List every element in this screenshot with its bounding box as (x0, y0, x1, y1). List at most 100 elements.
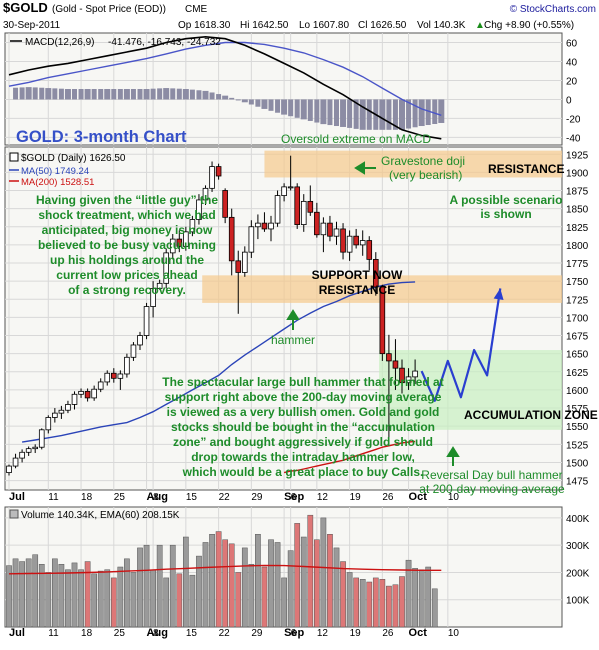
macd-histogram-bar (418, 99, 425, 127)
x-tick-label: Sep (284, 491, 304, 503)
x-tick-label: 19 (350, 628, 362, 639)
resistance-band (264, 150, 562, 178)
volume-bar (346, 572, 353, 628)
volume-bar (431, 588, 438, 628)
volume-bar (386, 585, 392, 628)
price-y-tick: 1600 (566, 386, 589, 397)
volume-bar (399, 576, 405, 628)
annotation-reversal-1: Reversal Day bull hammer (421, 468, 562, 482)
price-legend-title: $GOLD (Daily) 1626.50 (21, 153, 126, 164)
candle-body (52, 412, 58, 418)
candle-body (314, 211, 320, 236)
volume-plot (6, 514, 442, 628)
x-tick-label: 12 (317, 492, 329, 503)
macd-histogram-bar (366, 99, 372, 130)
candle-body (202, 187, 209, 201)
candle-body (12, 457, 19, 467)
candle-body (78, 390, 84, 395)
price-y-tick: 1875 (566, 187, 589, 198)
macd-histogram-bar (248, 99, 254, 105)
volume-bar (110, 577, 117, 628)
volume-bar (150, 569, 156, 628)
candle-body (130, 344, 137, 358)
header-exchange: CME (185, 4, 208, 15)
little-guy-line: shock treatment, which we had (38, 208, 215, 222)
volume-bar (412, 568, 418, 628)
volume-bar (222, 539, 229, 628)
candle-body (196, 199, 202, 220)
volume-bar (189, 574, 196, 628)
candle-body (189, 219, 196, 233)
header-desc: (Gold - Spot Price (EOD)) (52, 4, 166, 15)
macd-histogram-bar (189, 89, 195, 100)
candle-body (222, 190, 228, 218)
header-low: Lo 1607.80 (299, 20, 349, 31)
macd-histogram-bar (157, 88, 163, 100)
volume-bar (255, 534, 261, 628)
macd-signal-line (8, 41, 442, 116)
macd-histogram-bar (268, 99, 274, 111)
x-tick-label: 26 (382, 492, 394, 503)
volume-bar (19, 561, 25, 628)
volume-bar (183, 536, 189, 628)
volume-bar (32, 554, 39, 628)
candle-body (307, 200, 314, 213)
macd-histogram-bar (359, 99, 366, 130)
macd-y-tick: 60 (566, 38, 578, 49)
macd-histogram-bar (320, 99, 327, 125)
candle-body (241, 251, 248, 273)
ma50-line (21, 281, 416, 443)
volume-y-tick: 200K (566, 568, 590, 579)
candle-body (228, 216, 235, 262)
candle-body (287, 186, 294, 189)
macd-histogram-bar (123, 89, 130, 100)
little-guy-line: current low prices ahead (56, 268, 197, 282)
candle-body (163, 252, 170, 284)
x-tick-label: Jul (9, 491, 25, 503)
macd-histogram-bar (379, 99, 386, 130)
little-guy-line: Having given the “little guy” the (36, 193, 218, 207)
x-tick-label: 6 (291, 492, 297, 503)
x-tick-label: 18 (81, 628, 93, 639)
x-tick-label: 15 (186, 492, 198, 503)
price-y-tick: 1700 (566, 313, 589, 324)
bull-hammer-line: The spectacular large bull hammer that f… (162, 375, 443, 389)
macd-histogram-bar (432, 99, 438, 124)
volume-bar (52, 558, 58, 628)
annotation-accumulation: ACCUMULATION ZONE (464, 408, 598, 422)
x-tick-label: 25 (114, 492, 126, 503)
volume-bar (163, 577, 170, 628)
little-guy-line: anticipated, big money is now (42, 223, 213, 237)
price-y-tick: 1900 (566, 168, 589, 179)
x-tick-label: 15 (186, 628, 198, 639)
macd-histogram-bar (117, 89, 123, 100)
header-open: Op 1618.30 (178, 20, 231, 31)
x-tick-label: 10 (448, 628, 460, 639)
volume-bar (241, 547, 248, 628)
macd-histogram-bar (241, 99, 248, 103)
x-tick-label: 22 (219, 628, 231, 639)
little-guy-line: believed to be busy vacuuming (38, 238, 216, 252)
header-change-arrow: ▲ (475, 20, 485, 31)
x-tick-label: 25 (114, 628, 126, 639)
candle-body (320, 222, 327, 236)
macd-histogram-bar (91, 89, 97, 100)
ma50-legend: MA(50) 1749.24 (21, 166, 89, 177)
volume-bar (104, 569, 111, 628)
volume-bar (65, 569, 71, 628)
volume-bar (287, 550, 294, 628)
macd-histogram-bar (104, 89, 111, 100)
candle-body (392, 360, 399, 369)
x-tick-label: 29 (251, 628, 263, 639)
x-tick-label: 10 (448, 492, 460, 503)
macd-histogram-bar (19, 87, 25, 100)
macd-histogram-bar (334, 99, 339, 127)
candle-body (300, 200, 307, 225)
volume-bar (261, 566, 268, 628)
macd-histogram-bar (32, 87, 38, 100)
macd-histogram-bar (275, 99, 281, 113)
x-tick-label: 6 (291, 628, 297, 639)
candle-body (366, 240, 373, 260)
macd-histogram-bar (235, 99, 241, 101)
